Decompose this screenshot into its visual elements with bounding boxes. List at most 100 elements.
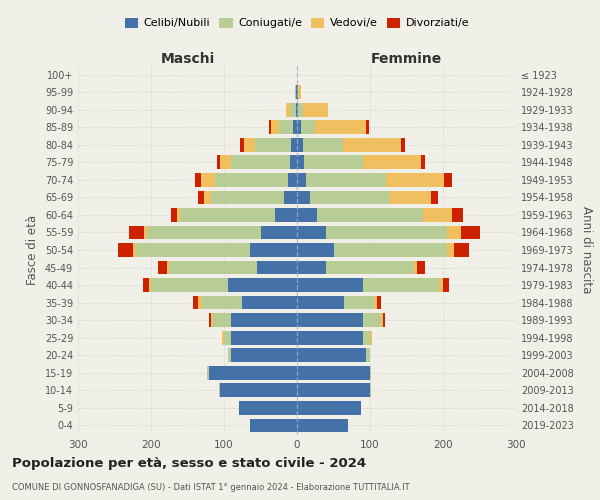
- Bar: [227, 348, 232, 362]
- Bar: [271, 120, 279, 134]
- Bar: [391, 190, 431, 204]
- Bar: [220, 156, 232, 169]
- Bar: [149, 278, 151, 292]
- Bar: [250, 243, 297, 257]
- Bar: [362, 278, 439, 292]
- Bar: [232, 156, 290, 169]
- Bar: [362, 156, 421, 169]
- Bar: [401, 138, 405, 151]
- Bar: [199, 296, 202, 310]
- Bar: [275, 208, 297, 222]
- Bar: [217, 156, 220, 169]
- Bar: [213, 314, 232, 327]
- Bar: [260, 226, 297, 239]
- Bar: [297, 260, 326, 274]
- Bar: [445, 173, 452, 186]
- Bar: [374, 296, 377, 310]
- Bar: [297, 401, 361, 414]
- Bar: [377, 296, 381, 310]
- Bar: [446, 243, 454, 257]
- Bar: [303, 138, 343, 151]
- Bar: [295, 86, 296, 99]
- Bar: [240, 138, 244, 151]
- Bar: [286, 103, 290, 117]
- Bar: [151, 278, 227, 292]
- Bar: [297, 103, 298, 117]
- Bar: [180, 208, 275, 222]
- Bar: [297, 156, 304, 169]
- Bar: [439, 278, 443, 292]
- Bar: [284, 190, 297, 204]
- Bar: [207, 366, 209, 380]
- Bar: [297, 314, 362, 327]
- Bar: [227, 278, 297, 292]
- Bar: [232, 331, 297, 344]
- Bar: [301, 120, 315, 134]
- Bar: [452, 208, 463, 222]
- Bar: [203, 190, 211, 204]
- Bar: [148, 226, 260, 239]
- Bar: [326, 226, 446, 239]
- Text: Femmine: Femmine: [371, 52, 442, 66]
- Bar: [367, 348, 370, 362]
- Bar: [224, 331, 232, 344]
- Bar: [232, 314, 297, 327]
- Bar: [291, 138, 297, 151]
- Bar: [386, 173, 445, 186]
- Bar: [198, 190, 203, 204]
- Text: COMUNE DI GONNOSFANADIGA (SU) - Dati ISTAT 1° gennaio 2024 - Elaborazione TUTTIT: COMUNE DI GONNOSFANADIGA (SU) - Dati IST…: [12, 483, 410, 492]
- Bar: [297, 296, 344, 310]
- Bar: [421, 156, 425, 169]
- Bar: [202, 296, 242, 310]
- Bar: [297, 208, 317, 222]
- Bar: [297, 138, 303, 151]
- Bar: [254, 138, 291, 151]
- Bar: [220, 384, 297, 397]
- Text: Maschi: Maschi: [160, 52, 215, 66]
- Bar: [298, 86, 301, 99]
- Bar: [454, 243, 469, 257]
- Bar: [298, 103, 303, 117]
- Bar: [143, 278, 149, 292]
- Bar: [334, 243, 446, 257]
- Bar: [200, 173, 215, 186]
- Y-axis label: Fasce di età: Fasce di età: [26, 215, 39, 285]
- Bar: [250, 418, 297, 432]
- Bar: [219, 384, 220, 397]
- Bar: [315, 120, 367, 134]
- Bar: [370, 384, 371, 397]
- Bar: [136, 243, 250, 257]
- Bar: [362, 314, 381, 327]
- Bar: [414, 260, 418, 274]
- Bar: [306, 173, 386, 186]
- Bar: [167, 260, 169, 274]
- Bar: [326, 260, 414, 274]
- Bar: [158, 260, 167, 274]
- Bar: [423, 208, 452, 222]
- Bar: [367, 120, 368, 134]
- Bar: [209, 314, 211, 327]
- Bar: [279, 120, 293, 134]
- Bar: [129, 226, 144, 239]
- Bar: [297, 226, 326, 239]
- Bar: [232, 348, 297, 362]
- Bar: [293, 120, 297, 134]
- Bar: [296, 86, 297, 99]
- Bar: [310, 190, 391, 204]
- Bar: [297, 418, 348, 432]
- Bar: [297, 366, 370, 380]
- Bar: [211, 314, 213, 327]
- Bar: [297, 348, 367, 362]
- Bar: [244, 138, 254, 151]
- Bar: [169, 260, 257, 274]
- Bar: [297, 190, 310, 204]
- Bar: [133, 243, 136, 257]
- Bar: [297, 86, 298, 99]
- Bar: [176, 208, 180, 222]
- Bar: [118, 243, 133, 257]
- Bar: [381, 314, 383, 327]
- Bar: [209, 366, 297, 380]
- Bar: [297, 384, 370, 397]
- Bar: [297, 243, 334, 257]
- Bar: [304, 156, 363, 169]
